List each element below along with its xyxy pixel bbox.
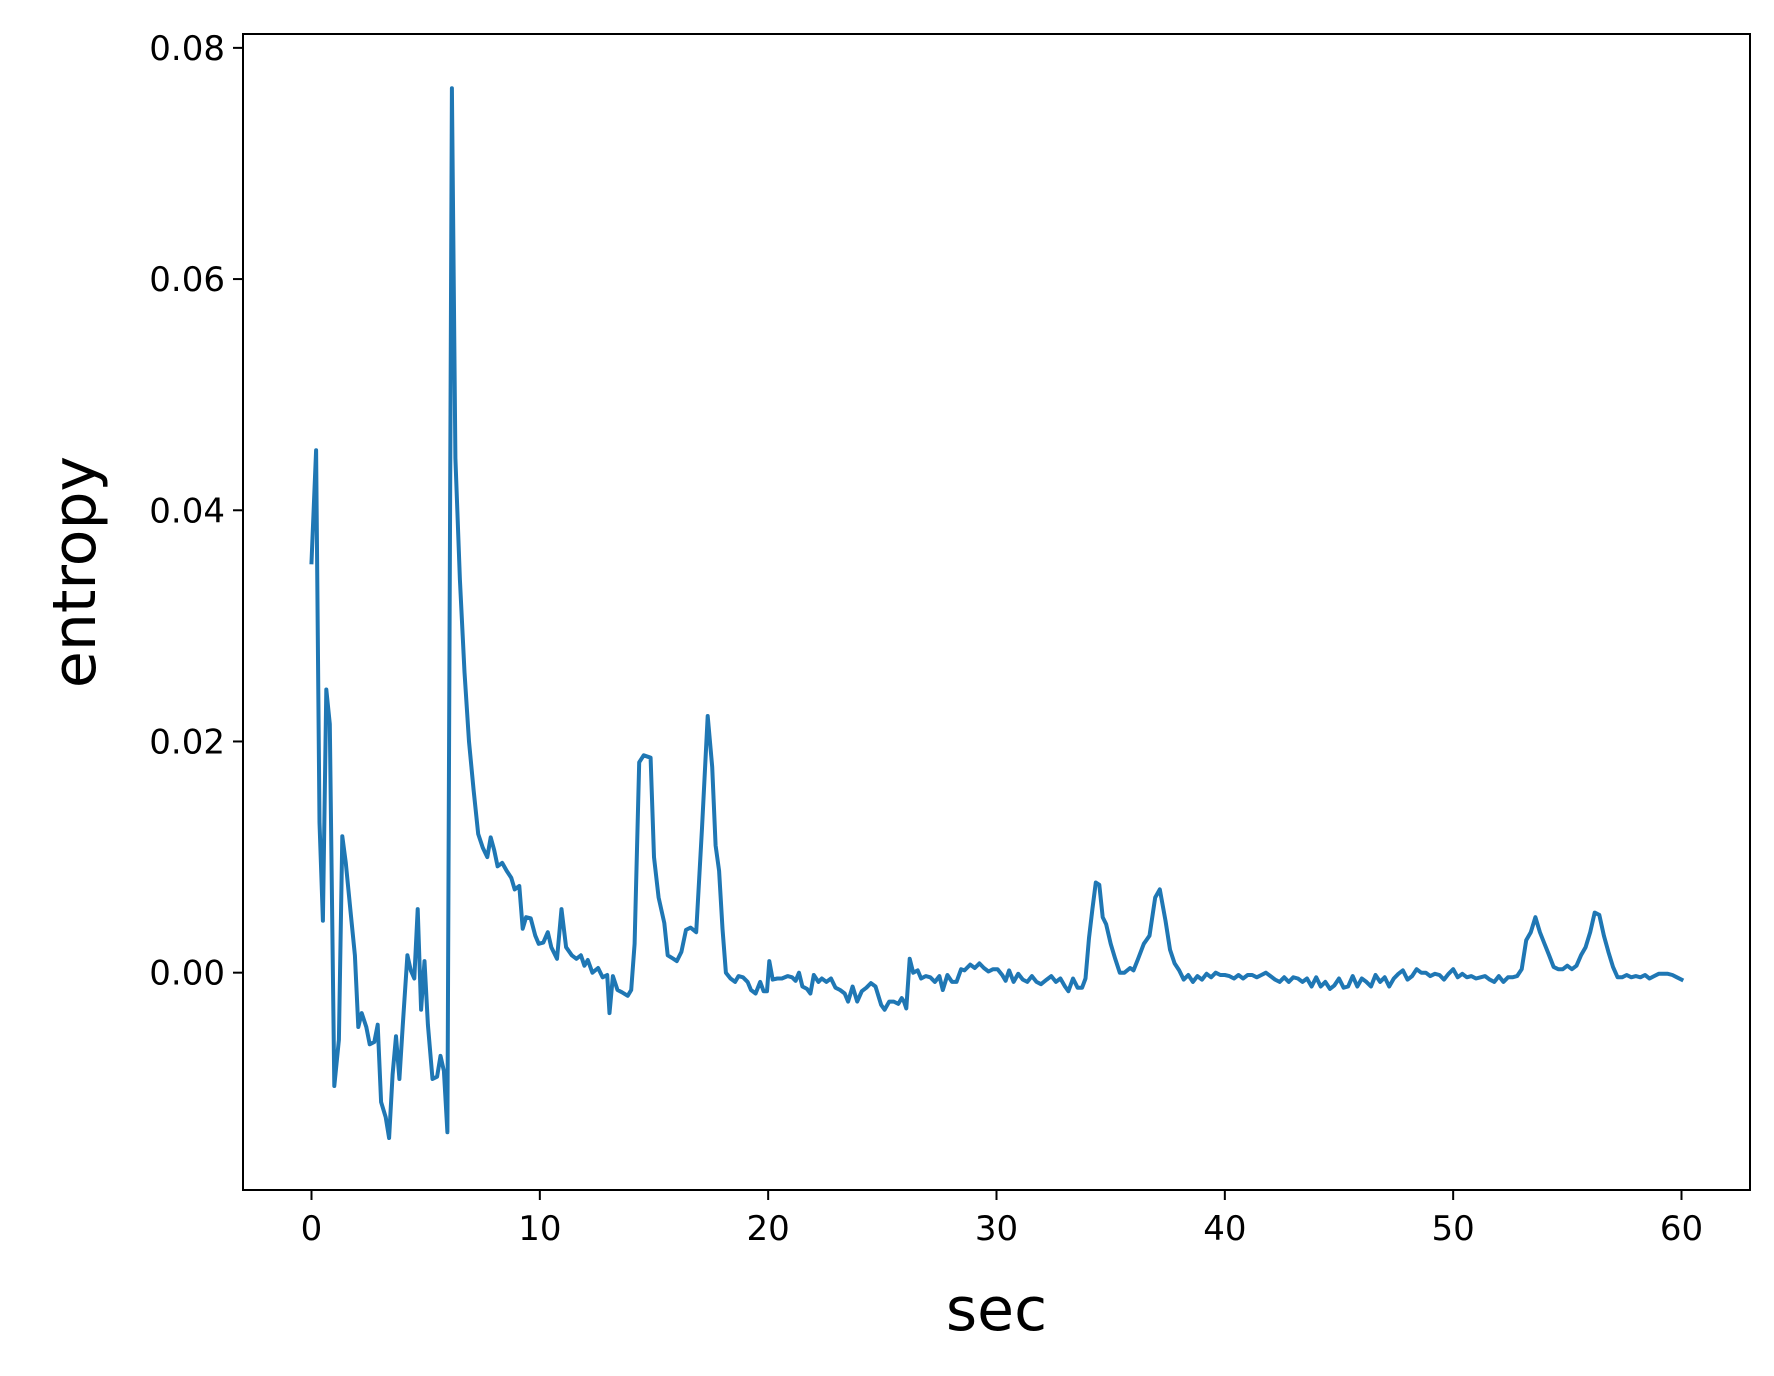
x-tick-label: 30	[975, 1209, 1018, 1249]
x-tick-label: 40	[1203, 1209, 1246, 1249]
y-axis-title: entropy	[40, 456, 110, 688]
x-tick-label: 60	[1660, 1209, 1703, 1249]
y-tick-label: 0.06	[149, 260, 225, 300]
series-line-0	[309, 86, 1685, 1140]
y-tick-label: 0.08	[149, 29, 225, 69]
x-axis: 0 10 20 30 40 50 60	[301, 1190, 1703, 1249]
x-tick-label: 20	[747, 1209, 790, 1249]
x-tick-label: 10	[518, 1209, 561, 1249]
y-tick-label: 0.04	[149, 491, 225, 531]
x-tick-label: 0	[301, 1209, 323, 1249]
y-tick-label: 0.02	[149, 722, 225, 762]
x-tick-label: 50	[1432, 1209, 1475, 1249]
x-axis-title: sec	[946, 1275, 1047, 1345]
y-axis: 0.00 0.02 0.04 0.06 0.08	[149, 29, 243, 994]
y-tick-label: 0.00	[149, 954, 225, 994]
plot-area	[309, 86, 1685, 1140]
